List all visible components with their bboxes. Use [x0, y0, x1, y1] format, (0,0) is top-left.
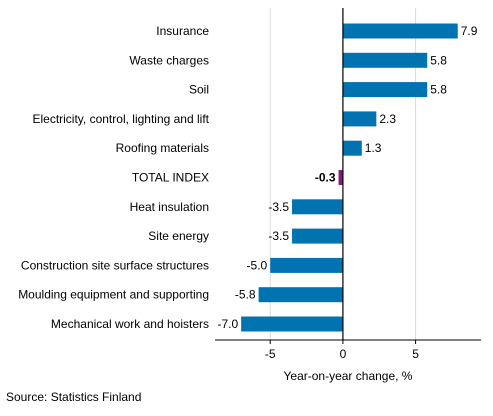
value-label-3: 2.3	[379, 112, 396, 126]
value-label-0: 7.9	[461, 24, 478, 38]
axes	[215, 8, 481, 344]
x-tick-label-0: -5	[265, 347, 276, 361]
value-label-9: -5.8	[235, 288, 256, 302]
category-label-2: Soil	[189, 83, 209, 97]
labels: Insurance 7.9 Waste charges 5.8 Soil 5.8 Elect…	[18, 24, 478, 361]
category-label-1: Waste charges	[129, 53, 209, 67]
bar-chart: Insurance 7.9 Waste charges 5.8 Soil 5.8 Elect…	[18, 8, 481, 383]
bar-0	[342, 23, 458, 39]
bar-2	[342, 82, 428, 98]
bar-1	[342, 52, 428, 68]
category-label-8: Construction site surface structures	[21, 258, 209, 272]
category-label-9: Moulding equipment and supporting	[18, 288, 209, 302]
bar-3	[342, 111, 377, 127]
x-tick-label-2: 5	[412, 347, 419, 361]
category-label-3: Electricity, control, lighting and lift	[32, 112, 209, 126]
value-label-1: 5.8	[430, 53, 447, 67]
x-tick-label-1: 0	[340, 347, 347, 361]
value-label-6: -3.5	[268, 200, 289, 214]
category-label-5: TOTAL INDEX	[132, 171, 209, 185]
category-label-10: Mechanical work and hoisters	[51, 317, 209, 331]
value-label-7: -3.5	[268, 229, 289, 243]
bars	[241, 23, 458, 332]
bar-4	[342, 140, 362, 156]
bar-5	[338, 170, 343, 185]
bar-8	[270, 257, 343, 273]
category-label-4: Roofing materials	[116, 141, 209, 155]
value-label-10: -7.0	[217, 317, 238, 331]
value-label-2: 5.8	[430, 83, 447, 97]
value-label-5: -0.3	[315, 171, 336, 185]
value-label-8: -5.0	[247, 258, 268, 272]
bar-7	[292, 228, 343, 244]
value-label-4: 1.3	[365, 141, 382, 155]
bar-10	[241, 316, 343, 332]
category-label-7: Site energy	[148, 229, 209, 243]
source-note: Source: Statistics Finland	[6, 390, 142, 404]
bar-9	[258, 287, 343, 303]
category-label-0: Insurance	[156, 24, 209, 38]
x-axis-label: Year-on-year change, %	[284, 369, 413, 383]
category-label-6: Heat insulation	[130, 200, 209, 214]
bar-6	[292, 199, 343, 215]
